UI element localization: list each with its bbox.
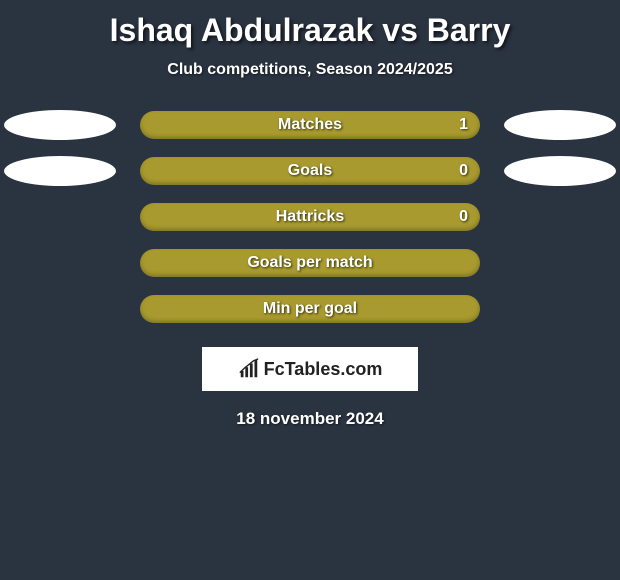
brand-text: FcTables.com xyxy=(264,359,383,380)
stat-label: Goals per match xyxy=(247,254,372,272)
stat-row: Goals 0 xyxy=(0,157,620,185)
left-marker xyxy=(4,156,116,186)
stat-row: Goals per match xyxy=(0,249,620,277)
stat-label: Hattricks xyxy=(276,208,344,226)
stat-row: Hattricks 0 xyxy=(0,203,620,231)
stat-label: Goals xyxy=(288,162,332,180)
left-marker xyxy=(4,110,116,140)
stat-label: Min per goal xyxy=(263,300,357,318)
right-marker xyxy=(504,156,616,186)
stat-value: 0 xyxy=(459,208,468,226)
right-marker xyxy=(504,110,616,140)
stat-bar: Goals 0 xyxy=(140,157,480,185)
page-title: Ishaq Abdulrazak vs Barry xyxy=(0,0,620,49)
chart-icon xyxy=(238,358,260,380)
subtitle: Club competitions, Season 2024/2025 xyxy=(0,61,620,79)
stat-bar: Goals per match xyxy=(140,249,480,277)
brand-badge[interactable]: FcTables.com xyxy=(202,347,418,391)
stat-label: Matches xyxy=(278,116,342,134)
stat-bars-container: Matches 1 Goals 0 Hattricks 0 Goals per … xyxy=(0,111,620,323)
stat-bar: Matches 1 xyxy=(140,111,480,139)
stat-value: 0 xyxy=(459,162,468,180)
stat-value: 1 xyxy=(459,116,468,134)
date-text: 18 november 2024 xyxy=(0,409,620,429)
stat-row: Min per goal xyxy=(0,295,620,323)
stat-bar: Min per goal xyxy=(140,295,480,323)
stat-row: Matches 1 xyxy=(0,111,620,139)
stat-bar: Hattricks 0 xyxy=(140,203,480,231)
